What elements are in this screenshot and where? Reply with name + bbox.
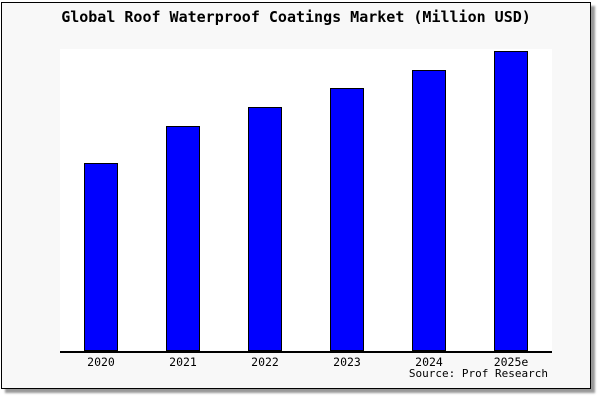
bar-2023 <box>330 88 364 351</box>
chart-title: Global Roof Waterproof Coatings Market (… <box>61 8 531 26</box>
x-tick-2025e: 2025e <box>493 355 529 369</box>
plot-area <box>60 49 552 353</box>
x-axis-labels: 2020 2021 2022 2023 2024 2025e <box>60 355 552 369</box>
bar-slot-2022 <box>224 49 306 351</box>
bar-slot-2021 <box>142 49 224 351</box>
bar-2025e <box>494 51 528 351</box>
bar-2024 <box>412 70 446 351</box>
bar-2022 <box>248 107 282 351</box>
x-tick-2024: 2024 <box>415 355 443 369</box>
bar-slot-2023 <box>306 49 388 351</box>
chart-frame: Global Roof Waterproof Coatings Market (… <box>1 2 591 389</box>
bar-slot-2020 <box>60 49 142 351</box>
x-tick-2020: 2020 <box>87 355 115 369</box>
bar-slot-2024 <box>388 49 470 351</box>
x-tick-2022: 2022 <box>251 355 279 369</box>
bar-slot-2025e <box>470 49 552 351</box>
x-tick-2023: 2023 <box>333 355 361 369</box>
source-note: Source: Prof Research <box>408 367 548 380</box>
bar-2021 <box>166 126 200 351</box>
x-tick-2021: 2021 <box>169 355 197 369</box>
bar-2020 <box>84 163 118 351</box>
